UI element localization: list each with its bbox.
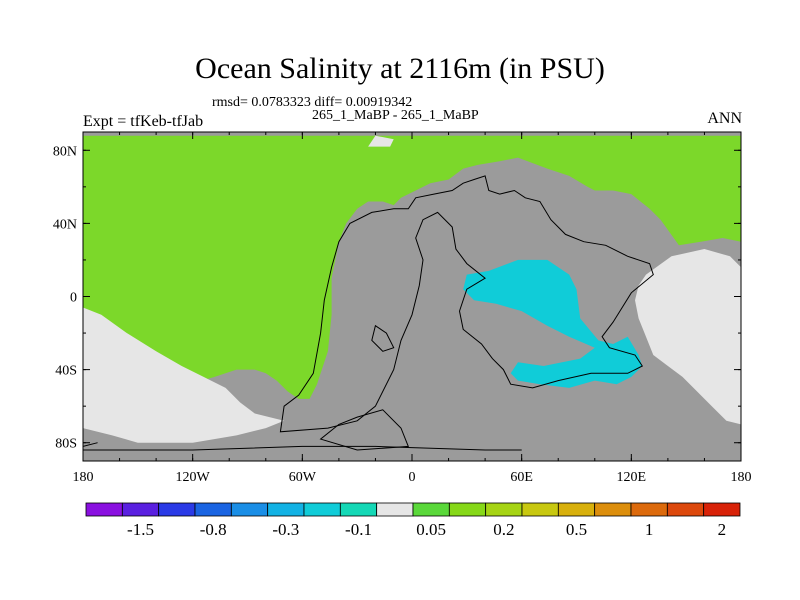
experiment-label: Expt = tfKeb-tfJab [83, 113, 204, 130]
colorbar-box [376, 502, 414, 517]
x-tick-label: 60E [510, 470, 533, 485]
colorbar-label: 1 [645, 520, 654, 539]
colorbar-label: 0.05 [416, 520, 446, 539]
y-tick-label: 40N [53, 217, 77, 232]
plot-area [83, 132, 741, 461]
y-tick-label: 80S [55, 437, 77, 452]
colorbar-box [594, 502, 632, 517]
x-tick-label: 180 [731, 470, 752, 485]
coastline-antarctic [83, 442, 522, 451]
coastline-outline [279, 175, 654, 433]
colorbar-box [485, 502, 523, 517]
chart-subtitle: 265_1_MaBP - 265_1_MaBP [312, 108, 479, 123]
x-tick-label: 60W [289, 470, 317, 485]
chart-title: Ocean Salinity at 2116m (in PSU) [195, 52, 605, 85]
y-tick-label: 80N [53, 144, 77, 159]
colorbar-box [158, 502, 196, 517]
colorbar-box [339, 502, 378, 517]
near-zero-region-arctic [368, 135, 394, 147]
colorbar-box [412, 502, 450, 517]
colorbar-label: 0.5 [566, 520, 587, 539]
colorbar-box [230, 502, 269, 517]
colorbar-label: -0.8 [200, 520, 227, 539]
negative-anomaly-region [463, 259, 643, 388]
colorbar-box [557, 502, 596, 517]
coastline-inner [319, 409, 410, 451]
colorbar-box [448, 502, 487, 517]
colorbar-label: -0.1 [345, 520, 372, 539]
colorbar-box [303, 502, 341, 517]
colorbar: -1.5 -0.8 -0.3 -0.1 0.05 0.2 0.5 1 2 [85, 502, 741, 539]
coastline-island [371, 324, 395, 352]
colorbar-box [121, 502, 160, 517]
colorbar-box [703, 502, 741, 517]
colorbar-box [85, 502, 123, 517]
colorbar-box [267, 502, 305, 517]
axis-ticks: 180 120W 60W 0 60E 120E 180 80N 40N 0 40S 80S [53, 132, 752, 485]
x-tick-label: 0 [409, 470, 416, 485]
colorbar-label: -0.3 [272, 520, 299, 539]
colorbar-box [194, 502, 232, 517]
season-label: ANN [707, 110, 742, 127]
colorbar-box [666, 502, 705, 517]
x-tick-label: 180 [73, 470, 94, 485]
colorbar-label: 2 [718, 520, 727, 539]
x-tick-label: 120E [617, 470, 647, 485]
colorbar-box [521, 502, 559, 517]
near-zero-region-east [635, 249, 741, 425]
x-tick-label: 120W [176, 470, 211, 485]
y-tick-label: 0 [70, 291, 77, 306]
positive-anomaly-region [83, 135, 741, 418]
stats-text: rmsd= 0.0783323 diff= 0.00919342 [212, 95, 413, 110]
colorbar-label: -1.5 [127, 520, 154, 539]
y-tick-label: 40S [55, 364, 77, 379]
near-zero-region-southwest [83, 307, 285, 443]
colorbar-label: 0.2 [493, 520, 514, 539]
colorbar-box [630, 502, 668, 517]
